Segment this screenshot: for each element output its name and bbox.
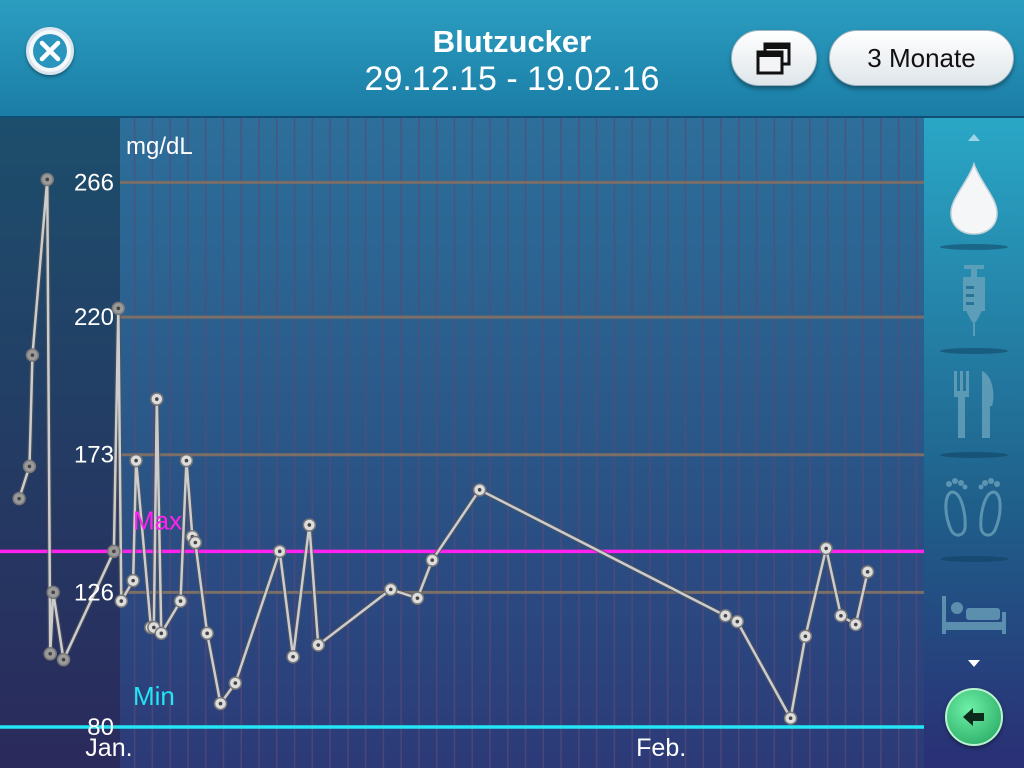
data-point-center <box>178 599 183 603</box>
data-point-center <box>27 464 32 469</box>
data-point-center <box>17 496 21 501</box>
scroll-down-icon[interactable] <box>966 658 982 670</box>
close-button[interactable] <box>26 27 74 75</box>
category-sidebar <box>924 118 1024 768</box>
data-point-center <box>277 549 282 554</box>
data-point-center <box>316 643 321 647</box>
sidebar-item-blood-glucose[interactable] <box>924 146 1024 250</box>
data-point-center <box>415 596 420 600</box>
data-point-center <box>119 599 124 603</box>
fork-knife-icon <box>940 371 1008 458</box>
data-point-center <box>152 625 156 630</box>
y-unit-label: mg/dL <box>126 133 193 160</box>
data-point-center <box>803 634 808 639</box>
range-button[interactable]: 3 Monate <box>829 30 1014 86</box>
page-title: Blutzucker <box>432 24 592 59</box>
x-tick-label: Feb. <box>636 734 686 762</box>
data-point-center <box>291 654 295 659</box>
bed-icon <box>942 596 1006 634</box>
y-tick-label: 266 <box>74 169 114 196</box>
min-label: Min <box>133 681 175 711</box>
data-point-center <box>112 549 116 554</box>
y-tick-label: 80 <box>87 714 114 741</box>
data-point-center <box>30 353 35 357</box>
data-point-center <box>839 613 843 618</box>
data-point-center <box>193 540 198 545</box>
data-point-center <box>723 613 728 618</box>
date-range: 29.12.15 - 19.02.16 <box>364 60 660 98</box>
blood-drop-icon <box>940 161 1008 250</box>
data-point-center <box>155 397 159 401</box>
sidebar-item-sleep[interactable] <box>924 562 1024 666</box>
data-point-center <box>134 458 138 463</box>
data-point-center <box>477 488 482 492</box>
y-tick-label: 173 <box>74 442 114 469</box>
data-point-center <box>61 657 66 662</box>
data-point-center <box>233 681 238 685</box>
y-tick-label: 126 <box>74 579 114 606</box>
plot-background <box>0 118 924 768</box>
header-bar: Blutzucker 29.12.15 - 19.02.16 3 Monate <box>0 0 1024 118</box>
data-point-center <box>853 622 858 627</box>
data-point-center <box>307 523 312 527</box>
data-point-center <box>865 570 870 574</box>
data-point-center <box>205 631 209 636</box>
data-point-center <box>824 546 828 551</box>
sidebar-item-insulin[interactable] <box>924 250 1024 354</box>
data-point-center <box>159 631 164 636</box>
footprints-icon <box>940 478 1008 562</box>
data-point-center <box>116 306 121 311</box>
data-point-center <box>788 716 793 721</box>
back-arrow-icon <box>963 708 984 726</box>
windows-button[interactable] <box>731 30 817 86</box>
sidebar-item-meals[interactable] <box>924 354 1024 458</box>
max-label: Max <box>133 505 182 535</box>
y-tick-label: 220 <box>74 304 114 331</box>
chart-svg: 80 126 173 220 266 mg/dL Jan. Feb. Max Min <box>0 118 924 768</box>
windows-icon <box>756 42 791 75</box>
data-point-center <box>184 458 189 463</box>
close-icon <box>33 34 67 68</box>
data-point-center <box>45 177 50 182</box>
data-point-center <box>48 652 53 656</box>
sidebar-item-activity[interactable] <box>924 458 1024 562</box>
data-point-center <box>430 558 435 562</box>
x-tick-label: Jan. <box>85 734 132 762</box>
back-button[interactable] <box>945 688 1003 746</box>
data-point-center <box>735 619 740 624</box>
data-point-center <box>218 701 223 706</box>
glucose-chart: 80 126 173 220 266 mg/dL Jan. Feb. Max Min <box>0 118 924 768</box>
data-point-center <box>51 590 55 595</box>
data-point-center <box>388 587 393 592</box>
scroll-up-icon[interactable] <box>966 131 982 143</box>
data-point-center <box>131 578 135 583</box>
syringe-icon <box>940 265 1008 354</box>
